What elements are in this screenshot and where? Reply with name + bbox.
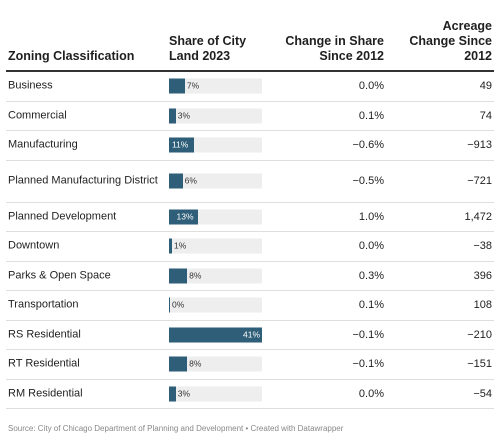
zoning-name: RT Residential	[8, 357, 80, 370]
acreage-change: −721	[467, 175, 492, 187]
share-bar-track: 8%	[169, 268, 262, 284]
share-bar	[169, 356, 188, 372]
share-label: 13%	[176, 211, 194, 222]
header-line: Since 2012	[319, 49, 384, 63]
header-acreage-change: Acreage Change Since 2012	[394, 19, 492, 64]
header-line: Share of City	[169, 34, 247, 48]
share-bar-track: 0%	[169, 297, 262, 313]
zoning-name: Commercial	[8, 109, 67, 122]
share-bar	[169, 173, 183, 189]
share-label: 3%	[177, 110, 191, 121]
table-row: RM Residential 3% 0.0% −54	[6, 380, 494, 409]
acreage-change: 74	[479, 109, 492, 122]
zoning-name: Parks & Open Space	[8, 269, 111, 282]
share-bar	[169, 137, 194, 153]
share-bar	[169, 238, 172, 254]
share-bar	[169, 108, 176, 124]
table-header: Zoning Classification Share of City Land …	[6, 0, 494, 72]
table-row: Downtown 1% 0.0% −38	[6, 232, 494, 262]
share-bar-track: 11%	[169, 137, 262, 153]
change-in-share: 0.0%	[358, 387, 384, 400]
share-label: 3%	[177, 388, 191, 399]
share-label: 11%	[171, 139, 189, 150]
change-in-share: 0.1%	[358, 109, 384, 122]
share-bar	[169, 268, 188, 284]
header-line: Change in Share	[285, 34, 384, 48]
header-line: Land 2023	[169, 49, 231, 63]
change-in-share: −0.1%	[352, 358, 385, 371]
acreage-change: −38	[473, 240, 492, 253]
header-change-in-share: Change in Share Since 2012	[276, 34, 384, 64]
header-line: Change Since	[409, 34, 492, 48]
acreage-change: −54	[473, 387, 492, 400]
share-bar-track: 1%	[169, 238, 262, 254]
header-line: 2012	[464, 49, 492, 63]
zoning-table: Zoning Classification Share of City Land …	[6, 0, 494, 409]
table-row: RT Residential 8% −0.1% −151	[6, 350, 494, 380]
zoning-name: Downtown	[8, 239, 60, 252]
table-row: Transportation 0% 0.1% 108	[6, 291, 494, 321]
share-bar-track: 13%	[169, 209, 262, 225]
share-bar-track: 7%	[169, 78, 262, 94]
acreage-change: −913	[467, 139, 492, 152]
acreage-change: 1,472	[464, 210, 492, 223]
change-in-share: 0.0%	[358, 240, 384, 253]
share-label: 7%	[186, 80, 200, 91]
table-row: Commercial 3% 0.1% 74	[6, 102, 494, 131]
share-label: 1%	[174, 240, 187, 251]
change-in-share: −0.6%	[352, 139, 385, 152]
share-bar	[169, 327, 262, 343]
change-in-share: 0.3%	[358, 269, 384, 282]
acreage-change: −210	[467, 328, 492, 341]
header-line: Acreage	[442, 19, 492, 33]
change-in-share: 1.0%	[358, 210, 384, 223]
header-zoning-classification: Zoning Classification	[8, 49, 158, 64]
zoning-name: Transportation	[8, 298, 79, 311]
share-label: 8%	[189, 270, 202, 281]
change-in-share: 0.0%	[358, 80, 384, 93]
header-line: Zoning Classification	[8, 49, 135, 63]
share-bar	[169, 386, 176, 402]
table-row: Parks & Open Space 8% 0.3% 396	[6, 262, 494, 291]
acreage-change: 49	[479, 80, 492, 93]
zoning-name: RS Residential	[8, 328, 81, 341]
share-label: 8%	[189, 358, 202, 369]
table-row: RS Residential 41% −0.1% −210	[6, 321, 494, 350]
table-row: Manufacturing 11% −0.6% −913	[6, 131, 494, 161]
acreage-change: 396	[473, 269, 492, 282]
share-bar	[169, 297, 170, 313]
share-bar-track: 3%	[169, 108, 262, 124]
share-bar-track: 6%	[169, 173, 262, 189]
source-note: Source: City of Chicago Department of Pl…	[8, 424, 344, 433]
change-in-share: −0.5%	[352, 175, 385, 187]
share-bar-track: 8%	[169, 356, 262, 372]
table-body: Business 7% 0.0% 49 Commercial 3% 0.1% 74 Manufa…	[6, 72, 494, 409]
share-label: 0%	[172, 299, 185, 310]
acreage-change: −151	[467, 358, 492, 371]
zoning-name: Planned Manufacturing District	[8, 174, 158, 187]
share-bar	[169, 209, 199, 225]
header-share-of-city-land: Share of City Land 2023	[169, 34, 269, 64]
table-row: Planned Development 13% 1.0% 1,472	[6, 203, 494, 232]
change-in-share: −0.1%	[352, 328, 385, 341]
table-row: Planned Manufacturing District 6% −0.5% −72…	[6, 161, 494, 203]
share-label: 6%	[184, 175, 197, 186]
change-in-share: 0.1%	[358, 299, 384, 312]
share-bar-track: 41%	[169, 327, 262, 343]
table-row: Business 7% 0.0% 49	[6, 72, 494, 102]
zoning-name: Manufacturing	[8, 138, 78, 151]
acreage-change: 108	[473, 299, 492, 312]
share-bar	[169, 78, 185, 94]
share-label: 41%	[242, 329, 260, 340]
zoning-name: Business	[8, 79, 53, 92]
share-bar-track: 3%	[169, 386, 262, 402]
zoning-name: Planned Development	[8, 210, 117, 223]
zoning-name: RM Residential	[8, 387, 83, 400]
